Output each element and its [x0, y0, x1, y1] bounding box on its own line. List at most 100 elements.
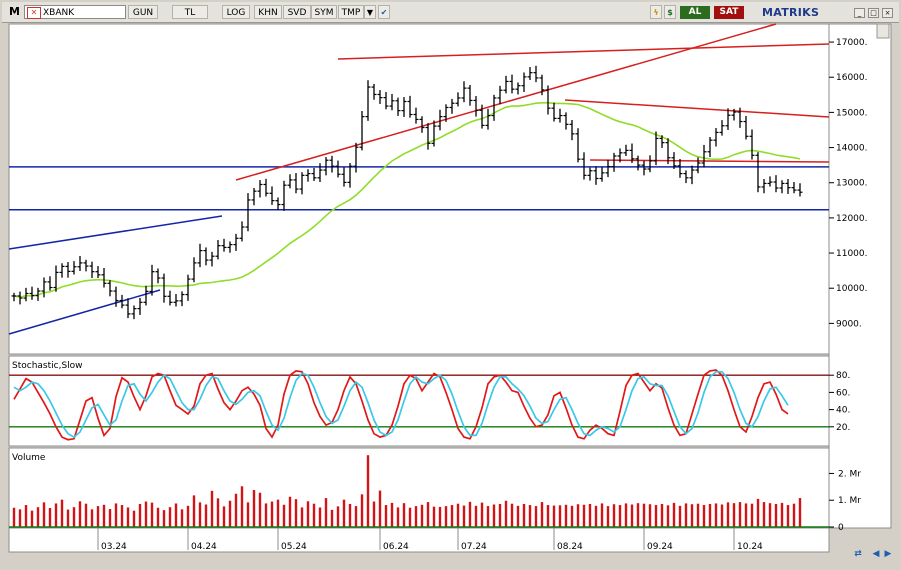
dropdown-arrow-icon[interactable]: ▼	[364, 5, 376, 19]
volume-bar	[624, 503, 628, 527]
stochastic-axis-label: 60.	[836, 388, 850, 398]
matriks-logo-button[interactable]: M	[9, 5, 20, 18]
refresh-icon[interactable]: ⇄	[854, 549, 862, 559]
volume-bar	[150, 502, 154, 527]
volume-bar	[600, 503, 604, 527]
volume-bar	[444, 506, 448, 527]
volume-bar	[270, 501, 274, 527]
volume-bar	[798, 498, 802, 527]
close-x-icon[interactable]: ✕	[27, 6, 41, 19]
volume-bar	[504, 500, 508, 527]
scroll-left-icon[interactable]: ◀	[872, 549, 880, 559]
volume-bar	[546, 505, 550, 527]
stochastic-axis-label: 20.	[836, 423, 850, 433]
close-icon[interactable]: ×	[882, 8, 893, 18]
volume-bar	[480, 502, 484, 527]
volume-bar	[48, 507, 52, 527]
brand-label: MATRIKS	[762, 6, 820, 19]
volume-bar	[108, 509, 112, 527]
volume-bar	[594, 505, 598, 527]
sell-button[interactable]: SAT	[714, 6, 744, 19]
maximize-icon[interactable]: □	[868, 8, 879, 18]
volume-bar	[114, 503, 118, 527]
buy-button[interactable]: AL	[680, 6, 710, 19]
volume-bar	[174, 503, 178, 527]
volume-bar	[168, 507, 172, 527]
volume-bar	[708, 503, 712, 527]
volume-bar	[582, 504, 586, 527]
khn-button[interactable]: KHN	[254, 5, 282, 19]
volume-bar	[432, 506, 436, 527]
volume-bar	[378, 490, 382, 527]
symbol-input[interactable]: ✕ XBANK	[24, 5, 126, 19]
volume-bar	[780, 502, 784, 527]
scroll-right-icon[interactable]: ▶	[884, 549, 892, 559]
volume-bar	[156, 507, 160, 527]
dollar-icon[interactable]: $	[664, 5, 676, 19]
lower-channel-line	[8, 289, 161, 335]
volume-bar	[474, 505, 478, 527]
volume-bar	[78, 501, 82, 527]
volume-bar	[42, 502, 46, 527]
sym-button[interactable]: SYM	[311, 5, 337, 19]
volume-bar	[702, 505, 706, 527]
lightning-icon[interactable]: ϟ	[650, 5, 662, 19]
volume-bar	[204, 504, 208, 527]
volume-bar	[732, 503, 736, 527]
volume-bar	[768, 503, 772, 527]
volume-bar	[348, 503, 352, 527]
rising-trend-line	[235, 23, 777, 181]
stochastic-d-line	[13, 370, 789, 439]
volume-bar	[558, 505, 562, 527]
upper-channel-line	[8, 215, 223, 250]
y-axis-area	[828, 23, 892, 529]
volume-bar	[240, 486, 244, 527]
log-button[interactable]: LOG	[222, 5, 250, 19]
volume-bar	[282, 504, 286, 527]
volume-bar	[516, 505, 520, 527]
volume-bar	[390, 502, 394, 527]
volume-bar	[606, 506, 610, 527]
price-axis-label: 17000.	[836, 38, 868, 48]
volume-bar	[210, 490, 214, 527]
price-axis-label: 15000.	[836, 108, 868, 118]
volume-bar	[300, 507, 304, 527]
volume-bar	[132, 510, 136, 527]
currency-button[interactable]: TL	[172, 5, 208, 19]
volume-bar	[498, 503, 502, 527]
volume-bar	[486, 506, 490, 527]
period-button[interactable]: GUN	[128, 5, 158, 19]
volume-bar	[138, 503, 142, 527]
volume-bar	[612, 504, 616, 527]
volume-bar	[312, 503, 316, 527]
x-axis-area	[8, 527, 830, 553]
volume-bar	[630, 504, 634, 527]
volume-bar	[468, 501, 472, 527]
volume-bar	[330, 509, 334, 527]
price-panel	[8, 23, 830, 355]
volume-bar	[492, 504, 496, 527]
volume-bar	[576, 504, 580, 527]
svd-button[interactable]: SVD	[283, 5, 311, 19]
check-icon[interactable]: ✔	[378, 5, 390, 19]
symbol-text: XBANK	[43, 8, 75, 18]
volume-bar	[636, 503, 640, 527]
volume-bar	[318, 507, 322, 527]
price-axis-label: 10000.	[836, 284, 868, 294]
volume-bar	[306, 501, 310, 527]
volume-bar	[750, 503, 754, 527]
volume-bar	[18, 509, 22, 527]
volume-bar	[528, 505, 532, 527]
minimize-icon[interactable]: _	[854, 8, 865, 18]
volume-bar	[720, 504, 724, 527]
x-axis-label: 09.24	[647, 542, 673, 552]
volume-bar	[414, 506, 418, 527]
tmp-button[interactable]: TMP	[338, 5, 364, 19]
volume-bar	[216, 498, 220, 527]
volume-bar	[66, 509, 70, 527]
volume-bar	[144, 501, 148, 527]
x-axis-label: 03.24	[101, 542, 127, 552]
volume-bar	[342, 499, 346, 527]
scroll-up-button[interactable]	[876, 23, 890, 39]
volume-bar	[228, 500, 232, 527]
